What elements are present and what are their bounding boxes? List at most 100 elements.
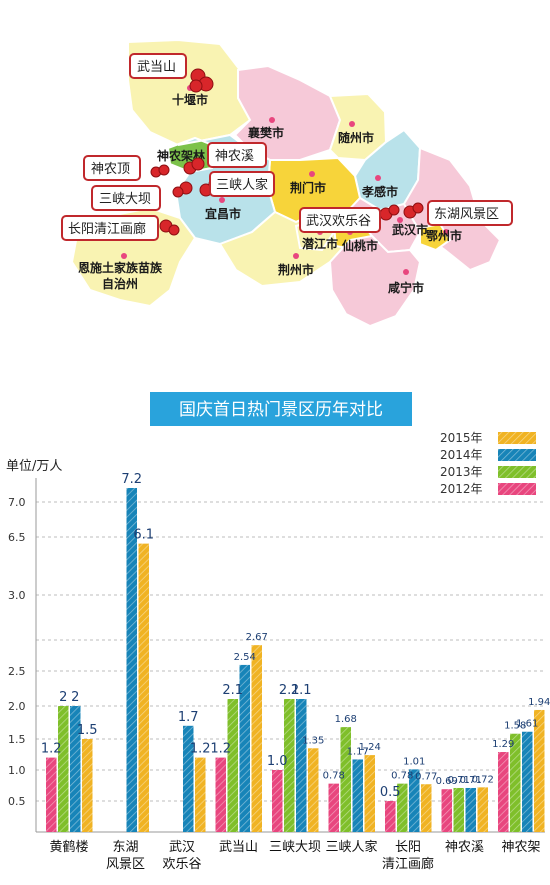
bar-hatch [296, 699, 307, 832]
bar-hatch [364, 755, 375, 832]
data-label: 2.67 [246, 632, 268, 643]
bar-hatch [522, 731, 533, 832]
bar-hatch [510, 733, 521, 832]
bar-hatch [126, 488, 137, 832]
data-label: 1.0 [267, 754, 288, 769]
data-label: 1.24 [359, 742, 381, 753]
y-tick-label: 1.0 [8, 764, 26, 777]
bar-hatch [215, 757, 226, 832]
bars [46, 488, 545, 832]
svg-text:三峡大坝: 三峡大坝 [99, 192, 151, 207]
bar-hatch [70, 706, 81, 832]
x-tick-label: 武汉 [169, 840, 195, 855]
svg-text:神农顶: 神农顶 [91, 162, 130, 177]
y-axis-label: 单位/万人 [6, 459, 62, 474]
bar-hatch [58, 706, 69, 832]
legend-label: 2012年 [440, 482, 483, 496]
city-label: 襄樊市 [247, 125, 284, 140]
city-label: 荆州市 [278, 262, 314, 277]
x-tick-label: 三峡人家 [325, 839, 377, 855]
svg-text:武当山: 武当山 [137, 60, 176, 75]
y-tick-label: 6.5 [8, 531, 26, 544]
data-label: 2.54 [234, 652, 256, 663]
y-tick-label: 3.0 [8, 589, 26, 602]
city-label: 十堰市 [172, 92, 208, 107]
legend: 2015年 2014年 2013年 2012年 [440, 431, 536, 496]
data-label: 0.69 [436, 776, 458, 787]
y-tick-label: 1.5 [8, 733, 26, 746]
callout-changyang: 长阳清江画廊 [61, 215, 159, 241]
data-label: 7.2 [121, 472, 142, 487]
data-label: 1.29 [492, 739, 514, 750]
region-xianning [328, 234, 422, 328]
bar-hatch [308, 748, 319, 832]
data-label: 6.1 [133, 528, 154, 543]
chart-title: 国庆首日热门景区历年对比 [179, 400, 383, 420]
bar-hatch [328, 783, 339, 832]
bar-hatch [385, 801, 396, 832]
x-tick-label: 清江画廊 [382, 856, 434, 872]
city-label: 恩施土家族苗族自治州 [78, 260, 163, 291]
x-tick-label: 神农架 [501, 840, 540, 855]
data-label: 2 [71, 690, 79, 705]
bar-hatch [195, 757, 206, 832]
data-label: 1.2 [190, 742, 211, 757]
y-tick-label: 0.5 [8, 795, 26, 808]
y-tick-label: 2.0 [8, 700, 26, 713]
city-label: 荆门市 [290, 180, 326, 195]
chart-title-banner [150, 392, 412, 426]
bar-hatch [453, 787, 464, 832]
callout-donghu: 东湖风景区 [427, 200, 513, 226]
legend-swatch-hatch [498, 466, 536, 478]
callout-happyvalley: 武汉欢乐谷 [299, 207, 381, 233]
data-label: 0.72 [472, 774, 494, 785]
bar-hatch [421, 784, 432, 832]
bar-hatch [397, 783, 408, 832]
svg-text:长阳清江画廊: 长阳清江画廊 [68, 221, 146, 237]
data-label: 1.5 [77, 723, 98, 738]
y-tick-label: 2.5 [8, 665, 26, 678]
legend-swatch-hatch [498, 449, 536, 461]
svg-text:武汉欢乐谷: 武汉欢乐谷 [306, 214, 371, 229]
x-tick-label: 三峡大坝 [269, 840, 321, 855]
data-label: 0.71 [448, 775, 470, 786]
hubei-map: 十堰市 襄樊市 随州市 神农架林 荆门市 孝感市 宜昌市 潜江市 仙桃市 武汉市… [61, 38, 513, 328]
city-label: 随州市 [338, 130, 374, 145]
data-label: 2.1 [291, 683, 312, 698]
data-label: 1.58 [504, 721, 526, 732]
data-label: 0.78 [391, 771, 413, 782]
data-label: 2.1 [222, 683, 243, 698]
bar-hatch [340, 727, 351, 832]
x-tick-label: 欢乐谷 [162, 857, 201, 872]
bar-hatch [534, 709, 545, 832]
x-tick-label: 东湖 [112, 840, 138, 855]
city-label: 仙桃市 [342, 238, 378, 253]
data-label: 1.01 [403, 756, 425, 767]
callout-wudangshan: 武当山 [129, 53, 187, 79]
bar-hatch [498, 752, 509, 832]
bar-hatch [239, 664, 250, 832]
y-tick-label: 7.0 [8, 496, 26, 509]
city-label: 鄂州市 [426, 228, 462, 243]
scenic-pins [150, 68, 424, 236]
bar-hatch [138, 543, 149, 832]
data-label: 0.78 [323, 771, 345, 782]
bar-hatch [409, 769, 420, 832]
data-label: 0.5 [380, 785, 401, 800]
legend-label: 2013年 [440, 465, 483, 479]
x-tick-label: 神农溪 [445, 840, 484, 855]
data-label: 1.2 [41, 742, 62, 757]
svg-text:三峡人家: 三峡人家 [216, 177, 268, 193]
x-tick-label: 长阳 [395, 840, 421, 855]
city-label: 宜昌市 [205, 206, 241, 221]
city-label: 孝感市 [361, 184, 398, 199]
bar-hatch [284, 699, 295, 832]
bar-hatch [183, 725, 194, 832]
callout-shennongding: 神农顶 [83, 155, 141, 181]
data-label: 0.71 [460, 775, 482, 786]
data-labels: 1.22 21.57.26.11.71.2 1.22.12.542.671.02.1… [41, 472, 550, 800]
bar-hatch [352, 759, 363, 832]
legend-swatch-hatch [498, 432, 536, 444]
